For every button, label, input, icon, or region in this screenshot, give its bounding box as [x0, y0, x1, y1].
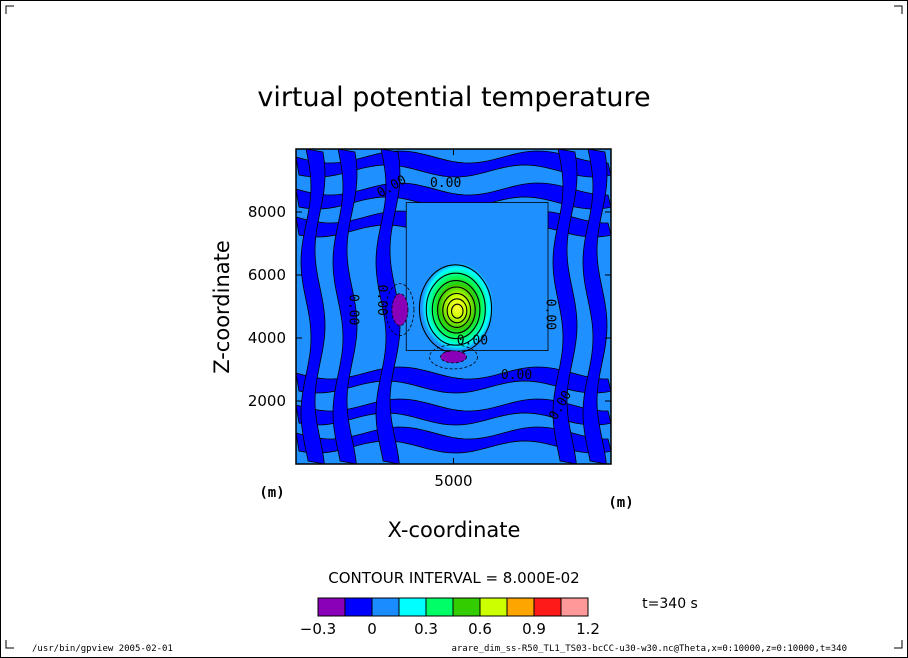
- field-core: [385, 262, 494, 370]
- y-axis-label: Z-coordinate: [210, 240, 234, 374]
- contour-interval-label: CONTOUR INTERVAL = 8.000E-02: [328, 569, 579, 587]
- colorbar-tick-label: 0.3: [414, 620, 438, 638]
- corner-mark-tr: [894, 5, 903, 14]
- y-tick-label: 8000: [248, 203, 286, 221]
- field-band: [582, 149, 608, 464]
- field-band: [296, 426, 611, 454]
- contour-label: 0.00: [501, 368, 532, 383]
- field-band: [375, 149, 401, 464]
- contour-label: 0.00: [542, 299, 557, 330]
- peak-fill: [421, 262, 494, 351]
- colorbar-swatch: [371, 597, 400, 617]
- field-band: [296, 398, 611, 426]
- colorbar-swatch: [533, 597, 562, 617]
- colorbar-swatch: [479, 597, 508, 617]
- contour-label: 0.00: [457, 333, 488, 348]
- y-tick-label: 4000: [248, 329, 286, 347]
- peak-contour: [446, 298, 468, 324]
- peak-contour: [442, 292, 472, 328]
- field-band: [552, 149, 578, 464]
- footer-right: arare_dim_ss-R50_TL1_TS03-bcCC-u30-w30.n…: [451, 644, 847, 654]
- contour-label: 0.00: [374, 285, 389, 316]
- contour-label: 0.00: [346, 294, 361, 325]
- peak-contour: [425, 272, 486, 346]
- colorbar-swatch: [560, 597, 589, 617]
- field-band: [296, 366, 611, 394]
- y-tick-label: 6000: [248, 266, 286, 284]
- field-band: [332, 149, 358, 464]
- contour-label: 0.00: [430, 176, 461, 191]
- time-label: t=340 s: [642, 596, 698, 612]
- x-axis-label: X-coordinate: [388, 518, 521, 542]
- y-tick-label: 2000: [248, 392, 286, 410]
- colorbar-swatch: [398, 597, 427, 617]
- corner-mark-br: [894, 640, 903, 649]
- chart-title: virtual potential temperature: [257, 82, 650, 113]
- colorbar-tick-label: −0.3: [300, 620, 336, 638]
- colorbar-swatch: [317, 597, 346, 617]
- y-unit-label: (m): [259, 485, 284, 501]
- colorbar-tick-labels: −0.3 0 0.3 0.6 0.9 1.2: [300, 620, 600, 638]
- colorbar-swatch: [344, 597, 373, 617]
- colorbar-swatch: [506, 597, 535, 617]
- negative-lobe: [391, 293, 409, 327]
- y-axis-ticks: 2000 4000 6000 8000: [248, 203, 611, 410]
- peak-contour: [436, 286, 476, 334]
- corner-mark-bl: [5, 640, 14, 649]
- negative-lobe-contour: [429, 344, 478, 370]
- peak-contour: [431, 280, 481, 340]
- x-unit-label: (m): [608, 495, 633, 511]
- colorbar: [317, 597, 589, 617]
- colorbar-tick-label: 0: [367, 620, 377, 638]
- peak-contour: [451, 303, 464, 319]
- colorbar-tick-label: 1.2: [576, 620, 600, 638]
- field-band: [296, 182, 611, 210]
- colorbar-swatch: [452, 597, 481, 617]
- colorbar-tick-label: 0.6: [468, 620, 492, 638]
- footer-left: /usr/bin/gpview 2005-02-01: [32, 644, 173, 654]
- x-tick-label: 5000: [434, 472, 472, 490]
- contour-labels: 0.000.000.000.000.00 0.00 0.000.00: [346, 173, 575, 423]
- contour-field: [296, 149, 611, 464]
- field-band: [300, 149, 326, 464]
- x-axis-ticks: 5000: [434, 149, 473, 490]
- negative-lobe-contour: [385, 283, 415, 337]
- colorbar-swatch: [425, 597, 454, 617]
- corner-mark-tl: [5, 5, 14, 14]
- negative-lobe: [440, 350, 467, 364]
- colorbar-tick-label: 0.9: [522, 620, 546, 638]
